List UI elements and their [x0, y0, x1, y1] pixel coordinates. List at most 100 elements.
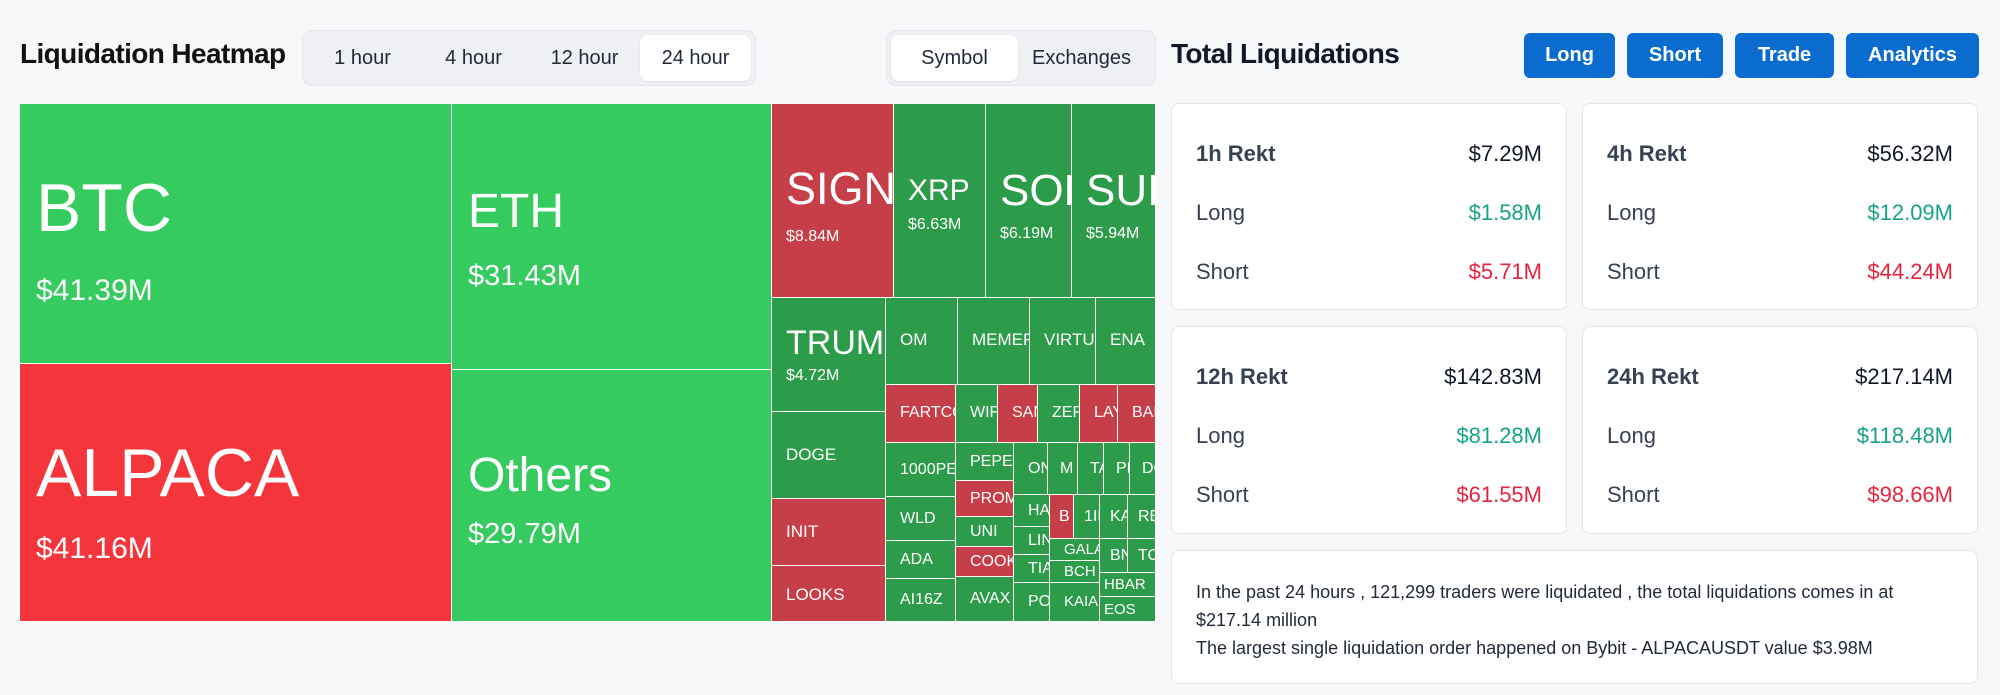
treemap-tile-ai16z[interactable]: AI16Z — [886, 579, 956, 622]
rekt-card-12h: 12h Rekt $142.83M Long $81.28M Short $61.55… — [1171, 326, 1567, 534]
treemap-tile-looks[interactable]: LOOKS — [772, 566, 886, 622]
tile-symbol: TON — [1138, 547, 1155, 564]
treemap-tile-sign[interactable]: SIGN $8.84M — [772, 104, 894, 298]
treemap-tile-m[interactable]: M — [1048, 443, 1078, 495]
treemap-tile-ondo[interactable]: ONDO — [1014, 443, 1048, 495]
treemap-tile-pnut[interactable]: PNUT — [1104, 443, 1130, 495]
long-value: $81.28M — [1456, 423, 1542, 448]
treemap-tile-ena[interactable]: ENA — [1096, 298, 1156, 385]
treemap-tile-wld[interactable]: WLD — [886, 497, 956, 541]
treemap-tile-tao[interactable]: TAO — [1078, 443, 1104, 495]
short-button[interactable]: Short — [1627, 33, 1723, 78]
time-option-1h[interactable]: 1 hour — [334, 46, 391, 69]
tile-symbol: SAND — [1012, 404, 1037, 421]
time-option-4h[interactable]: 4 hour — [445, 46, 502, 69]
long-value: $118.48M — [1856, 423, 1953, 448]
treemap-tile-doge[interactable]: DOGE — [772, 412, 886, 499]
time-option-12h[interactable]: 12 hour — [550, 46, 619, 69]
tile-symbol: SOL — [1000, 166, 1071, 215]
short-label: Short — [1196, 259, 1249, 284]
treemap-tile-1inch[interactable]: 1INCH — [1074, 495, 1100, 539]
treemap-tile-others[interactable]: Others $29.79M — [452, 370, 772, 622]
long-label: Long — [1607, 423, 1656, 448]
treemap-tile-link[interactable]: LINK — [1014, 527, 1050, 555]
treemap-tile-layer[interactable]: LAYER — [1080, 385, 1118, 443]
card-total: $142.83M — [1444, 364, 1542, 389]
treemap-tile-trump[interactable]: TRUMP $4.72M — [772, 298, 886, 412]
treemap-tile-baby[interactable]: BABY — [1118, 385, 1156, 443]
treemap-tile-prompt[interactable]: PROMPT — [956, 481, 1014, 517]
treemap-tile-alpaca[interactable]: ALPACA $41.16M — [20, 364, 452, 622]
long-button[interactable]: Long — [1524, 33, 1615, 78]
treemap-tile-xrp[interactable]: XRP $6.63M — [894, 104, 986, 298]
tile-symbol: LINK — [1028, 532, 1049, 549]
tile-symbol: EOS — [1104, 601, 1136, 618]
treemap-tile-bch[interactable]: BCH — [1050, 561, 1100, 583]
treemap-tile-uni[interactable]: UNI — [956, 517, 1014, 547]
liquidation-treemap: BTC $41.39M ALPACA $41.16M ETH $31.43M O… — [20, 104, 1156, 622]
treemap-tile-hbar[interactable]: HBAR — [1100, 573, 1156, 597]
tile-symbol: POL — [1028, 593, 1050, 610]
card-total: $7.29M — [1468, 141, 1542, 166]
treemap-tile-btc[interactable]: BTC $41.39M — [20, 104, 452, 364]
trade-button[interactable]: Trade — [1735, 33, 1834, 78]
short-label: Short — [1607, 259, 1660, 284]
rekt-card-4h: 4h Rekt $56.32M Long $12.09M Short $44.24M — [1582, 103, 1978, 310]
treemap-tile-bnb[interactable]: BNB — [1100, 539, 1128, 573]
tile-symbol: ONDO — [1028, 460, 1047, 477]
tile-symbol: TIA — [1028, 560, 1049, 577]
treemap-tile-kaito[interactable]: KAITO — [1100, 495, 1128, 539]
treemap-tile-dot[interactable]: DOT — [1130, 443, 1156, 495]
tile-value: $4.72M — [786, 367, 840, 384]
card-label: 24h Rekt — [1607, 364, 1699, 389]
treemap-tile-zerebro[interactable]: ZEREBRO — [1038, 385, 1080, 443]
treemap-tile-b[interactable]: B — [1050, 495, 1074, 539]
card-label: 1h Rekt — [1196, 141, 1276, 166]
treemap-tile-ton[interactable]: TON — [1128, 539, 1156, 573]
treemap-tile-pepe[interactable]: PEPE — [956, 443, 1014, 481]
tile-symbol: AI16Z — [900, 591, 943, 608]
rekt-card-24h: 24h Rekt $217.14M Long $118.48M Short $98.6… — [1582, 326, 1978, 534]
treemap-tile-fartcoin[interactable]: FARTCOIN — [886, 385, 956, 443]
treemap-tile-cookie[interactable]: COOKIE — [956, 547, 1014, 577]
tile-symbol: PNUT — [1116, 460, 1129, 477]
treemap-tile-memefi[interactable]: MEMEFI — [958, 298, 1030, 385]
treemap-tile-avax[interactable]: AVAX — [956, 577, 1014, 622]
view-option-symbol[interactable]: Symbol — [891, 35, 1018, 81]
analytics-button[interactable]: Analytics — [1846, 33, 1979, 78]
tile-value: $41.39M — [36, 274, 153, 307]
heatmap-title: Liquidation Heatmap — [20, 38, 286, 69]
rekt-card-1h: 1h Rekt $7.29M Long $1.58M Short $5.71M — [1171, 103, 1567, 310]
tile-symbol: ETH — [468, 185, 564, 238]
treemap-tile-sol[interactable]: SOL $6.19M — [986, 104, 1072, 298]
tile-symbol: TAO — [1090, 460, 1103, 477]
treemap-tile-render[interactable]: RENDER — [1128, 495, 1156, 539]
treemap-tile-gala[interactable]: GALA — [1050, 539, 1100, 561]
time-option-24h[interactable]: 24 hour — [640, 35, 751, 81]
treemap-tile-ada[interactable]: ADA — [886, 541, 956, 579]
treemap-tile-init[interactable]: INIT — [772, 499, 886, 566]
view-option-exchanges[interactable]: Exchanges — [1032, 46, 1131, 69]
card-total: $217.14M — [1855, 364, 1953, 389]
tile-symbol: KAITO — [1110, 508, 1127, 525]
treemap-tile-wif[interactable]: WIF — [956, 385, 998, 443]
treemap-tile-eos[interactable]: EOS — [1100, 597, 1156, 622]
treemap-tile-pol[interactable]: POL — [1014, 583, 1050, 622]
treemap-tile-kaia[interactable]: KAIA — [1050, 583, 1100, 622]
tile-symbol: BTC — [36, 170, 172, 246]
treemap-tile-haedal[interactable]: HAEDAL — [1014, 495, 1050, 527]
tile-symbol: ADA — [900, 551, 933, 568]
treemap-tile-sui[interactable]: SUI $5.94M — [1072, 104, 1156, 298]
treemap-tile-eth[interactable]: ETH $31.43M — [452, 104, 772, 370]
short-value: $98.66M — [1867, 482, 1953, 507]
tile-value: $31.43M — [468, 260, 581, 292]
tile-symbol: MEMEFI — [972, 330, 1029, 349]
tile-value: $6.63M — [908, 216, 962, 233]
tile-symbol: AVAX — [970, 590, 1011, 607]
treemap-tile-tia[interactable]: TIA — [1014, 555, 1050, 583]
treemap-tile-sand[interactable]: SAND — [998, 385, 1038, 443]
treemap-tile-om[interactable]: OM — [886, 298, 958, 385]
treemap-tile-virtual[interactable]: VIRTUAL — [1030, 298, 1096, 385]
tile-symbol: GALA — [1064, 541, 1099, 558]
